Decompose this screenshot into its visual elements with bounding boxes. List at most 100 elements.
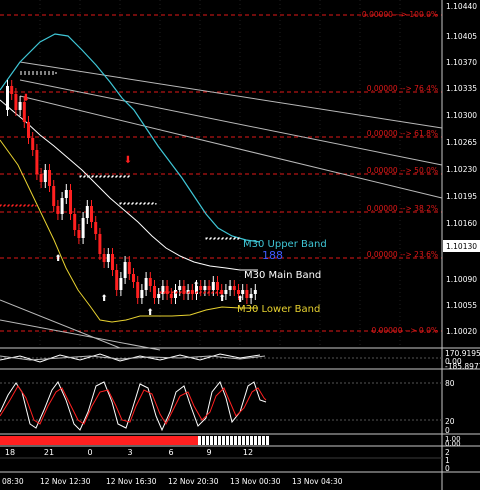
signal-arrows: ⬇ ⬇ ⬆ ⬆ ⬆ ⬆ ⬆ ⬆ (22, 93, 244, 318)
trendline-1[interactable] (19, 61, 443, 129)
main-band-line (0, 99, 258, 271)
up-arrow-icon: ⬆ (146, 308, 154, 318)
candle-body (182, 286, 186, 294)
price-label: 1.10335 (446, 84, 477, 93)
trend-bar-segment (258, 436, 261, 445)
trendline-4[interactable] (0, 319, 161, 351)
fib-label-38: 0.00000 --> 38.2% (367, 204, 438, 213)
price-label: 1.10090 (446, 275, 477, 284)
trend-bar-segment (266, 436, 269, 445)
candle-body (241, 290, 245, 294)
indicator-pane-3[interactable]: 1.00 0.00 (0, 435, 461, 448)
trendline-2[interactable] (19, 79, 443, 166)
trend-bar-white (198, 436, 269, 445)
hour-label: 21 (44, 448, 54, 457)
candle-body (14, 94, 18, 110)
candle-body (199, 286, 203, 290)
candle-body (237, 290, 240, 294)
indicator4-label: 2 (445, 448, 450, 457)
candle-body (81, 218, 85, 238)
indicator3-label: 0.00 (445, 440, 461, 448)
candle-body (224, 290, 228, 294)
candle-body (136, 282, 140, 298)
candle-body (90, 206, 93, 222)
price-label: 1.10300 (446, 111, 477, 120)
fib-label-100: 0.00000 --> 100.0% (362, 10, 438, 19)
upper-band-line (0, 33, 261, 243)
up-arrow-icon: ⬆ (54, 254, 62, 264)
trend-bar-segment (206, 436, 209, 445)
candle-body (153, 286, 156, 298)
upper-band-label: M30 Upper Band (243, 239, 327, 250)
candle-body (39, 174, 43, 182)
candle-body (106, 254, 110, 262)
candle-body (161, 286, 165, 294)
time-label: 13 Nov 00:30 (230, 477, 281, 486)
candlestick-series[interactable] (6, 80, 257, 304)
indicator-pane-1[interactable]: 170.9195 0.00 -185.8977 (0, 349, 480, 371)
indicator1-line-2 (0, 355, 266, 361)
trend-bar-segment (202, 436, 205, 445)
candle-body (60, 198, 64, 214)
trend-bar-segment (254, 436, 257, 445)
trend-bar-segment (234, 436, 237, 445)
price-label: 1.10265 (446, 138, 477, 147)
candle-body (123, 262, 127, 278)
trendline-3[interactable] (19, 95, 443, 199)
candle-body (6, 86, 9, 110)
time-label: 12 Nov 16:30 (106, 477, 157, 486)
fib-label-0: 0.00000 --> 0.0% (371, 326, 438, 335)
trendline-5[interactable] (0, 299, 121, 349)
up-arrow-icon: ⬆ (236, 295, 244, 305)
candle-body (165, 286, 169, 294)
candle-body (102, 254, 106, 262)
candle-body (98, 234, 102, 254)
candle-body (119, 278, 123, 290)
candle-body (10, 86, 14, 94)
candle-body (127, 262, 131, 274)
stoch-main-line (0, 381, 267, 432)
candle-body (174, 290, 177, 298)
hour-label: 3 (127, 448, 132, 457)
indicator-pane-2[interactable]: 80 20 0 (0, 379, 455, 435)
candle-body (111, 254, 114, 270)
hour-label: 18 (5, 448, 15, 457)
trend-bar-segment (214, 436, 217, 445)
indicator-pane-4[interactable]: 2 1 0 (0, 448, 450, 473)
candle-body (85, 206, 89, 218)
stoch-label-0: 0 (445, 426, 450, 435)
trend-bar-segment (222, 436, 225, 445)
candle-body (228, 286, 232, 290)
trend-bar-segment (226, 436, 229, 445)
stoch-signal-line (0, 385, 267, 426)
candle-body (43, 170, 47, 182)
candle-body (169, 294, 173, 298)
marker-dots-1 (19, 71, 57, 75)
marker-dots-4 (205, 237, 241, 240)
time-label: 08:30 (2, 477, 24, 486)
candle-body (64, 190, 68, 198)
indicator1-label: -185.8977 (445, 362, 480, 371)
candle-body (77, 230, 81, 238)
price-label: 1.10230 (446, 165, 477, 174)
trendlines[interactable] (0, 61, 443, 351)
candle-body (22, 102, 26, 122)
price-axis[interactable]: 1.10440 1.10405 1.10370 1.10335 1.10300 … (443, 2, 480, 336)
candle-body (52, 186, 56, 206)
candle-body (115, 270, 119, 290)
hour-axis: 18 21 0 3 6 9 12 (5, 448, 253, 457)
candle-body (232, 286, 236, 290)
price-label: 1.10055 (446, 301, 477, 310)
hour-label: 6 (168, 448, 173, 457)
candle-body (56, 206, 60, 214)
trend-bar-segment (218, 436, 221, 445)
time-axis[interactable]: 08:30 12 Nov 12:30 12 Nov 16:30 12 Nov 2… (2, 477, 343, 486)
indicator3-label: 1.00 (445, 435, 461, 443)
fib-label-23: 0.00000 --> 23.6% (367, 250, 438, 259)
candle-body (69, 190, 72, 214)
lower-band-line (0, 139, 258, 323)
trend-bar-red (0, 436, 198, 445)
fib-label-76: 0.00000 --> 76.4% (367, 84, 438, 93)
dotted-markers (0, 71, 241, 294)
